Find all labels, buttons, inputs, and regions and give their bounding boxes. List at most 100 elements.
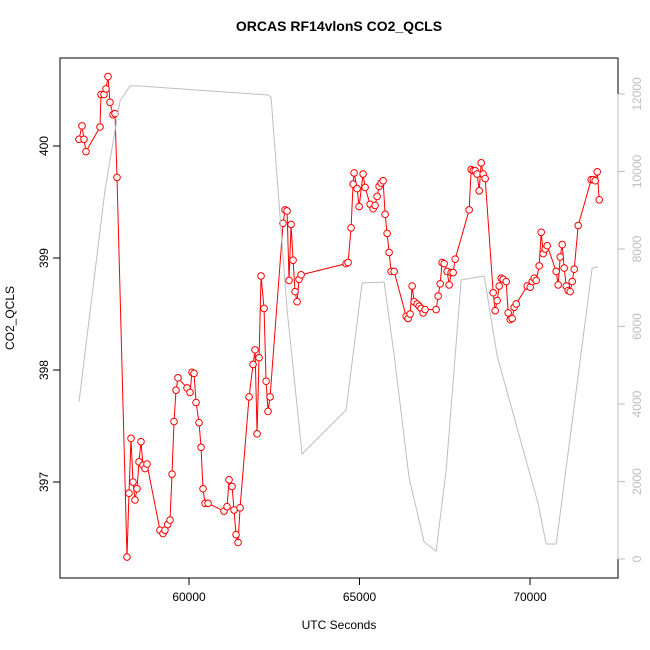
data-point <box>223 502 231 511</box>
data-point <box>353 184 361 193</box>
data-point <box>253 430 261 438</box>
series-line <box>78 85 599 552</box>
data-point <box>195 418 203 427</box>
data-point <box>232 530 240 539</box>
data-point <box>129 478 137 486</box>
y-tick-label: 400 <box>37 136 51 156</box>
data-point <box>204 499 212 508</box>
chart-title: ORCAS RF14vlonS CO2_QCLS <box>236 18 442 34</box>
data-point <box>257 272 265 280</box>
data-point <box>143 460 151 468</box>
data-point <box>123 553 131 561</box>
data-point <box>137 437 145 446</box>
data-point <box>266 393 274 401</box>
data-point <box>344 258 352 267</box>
data-point <box>508 314 516 323</box>
data-point <box>385 248 393 257</box>
data-point <box>225 475 233 484</box>
data-point <box>552 267 561 276</box>
y2-tick-label: 0 <box>630 555 644 562</box>
data-point <box>289 256 297 265</box>
plot-frame <box>59 57 619 579</box>
data-point <box>293 297 301 306</box>
data-point <box>532 276 540 285</box>
data-point <box>260 304 268 313</box>
series-line <box>78 76 600 558</box>
x-tick-label: 60000 <box>172 590 206 604</box>
data-point <box>283 207 291 215</box>
data-point <box>477 159 485 167</box>
data-point <box>251 346 259 354</box>
data-point <box>543 241 552 250</box>
data-point <box>166 516 174 524</box>
data-point <box>504 309 512 317</box>
x-tick-label: 65000 <box>343 590 377 604</box>
data-point <box>80 135 88 144</box>
data-point <box>102 85 110 93</box>
data-point <box>133 484 141 493</box>
data-point <box>593 167 601 176</box>
y-tick-label: 399 <box>37 248 51 268</box>
data-point <box>249 360 257 369</box>
data-point <box>236 503 244 512</box>
data-point <box>574 221 583 230</box>
y2-tick-label: 6000 <box>630 313 644 340</box>
data-point <box>228 482 236 491</box>
data-point <box>493 296 501 305</box>
data-point <box>421 305 429 314</box>
data-point <box>127 434 135 443</box>
x-tick-label: 70000 <box>513 590 547 604</box>
data-point <box>359 170 367 178</box>
data-point <box>451 255 459 263</box>
data-point <box>104 72 112 81</box>
data-point <box>556 253 564 261</box>
data-point <box>245 393 253 401</box>
data-point <box>566 287 574 296</box>
x-axis-title: UTC Seconds <box>302 618 377 632</box>
data-point <box>591 176 600 185</box>
data-point <box>199 484 207 493</box>
data-point <box>78 122 86 130</box>
data-point <box>297 271 305 279</box>
data-point <box>436 279 444 288</box>
data-point <box>82 147 90 156</box>
data-point <box>535 262 543 270</box>
data-point <box>465 206 473 214</box>
data-point <box>113 173 121 182</box>
data-point <box>371 201 379 210</box>
data-point <box>595 195 604 204</box>
data-point <box>291 287 299 296</box>
data-point <box>190 369 198 378</box>
data-point <box>568 277 577 286</box>
data-point <box>512 300 521 308</box>
data-point <box>558 240 567 249</box>
data-point <box>570 265 579 274</box>
data-point <box>440 259 448 268</box>
data-point <box>186 388 194 397</box>
data-point <box>192 398 200 407</box>
data-point <box>172 386 180 394</box>
data-point <box>347 223 355 232</box>
data-point <box>125 489 133 498</box>
data-point <box>355 202 363 211</box>
data-point <box>168 470 176 478</box>
y-tick-label: 398 <box>37 360 51 380</box>
y-tick-label: 397 <box>37 472 51 492</box>
data-point <box>537 228 546 237</box>
y2-tick-label: 10000 <box>630 154 644 188</box>
y2-tick-label: 4000 <box>630 390 644 417</box>
data-point <box>234 538 242 547</box>
data-point <box>434 292 442 300</box>
data-point <box>285 276 293 285</box>
data-point <box>560 264 568 272</box>
y2-tick-label: 2000 <box>630 468 644 495</box>
data-point <box>361 183 369 192</box>
data-point <box>350 169 358 177</box>
data-point <box>445 281 453 289</box>
data-point <box>255 353 263 362</box>
data-point <box>491 306 499 315</box>
data-point <box>170 417 178 426</box>
data-point <box>432 305 440 314</box>
data-point <box>279 219 287 228</box>
